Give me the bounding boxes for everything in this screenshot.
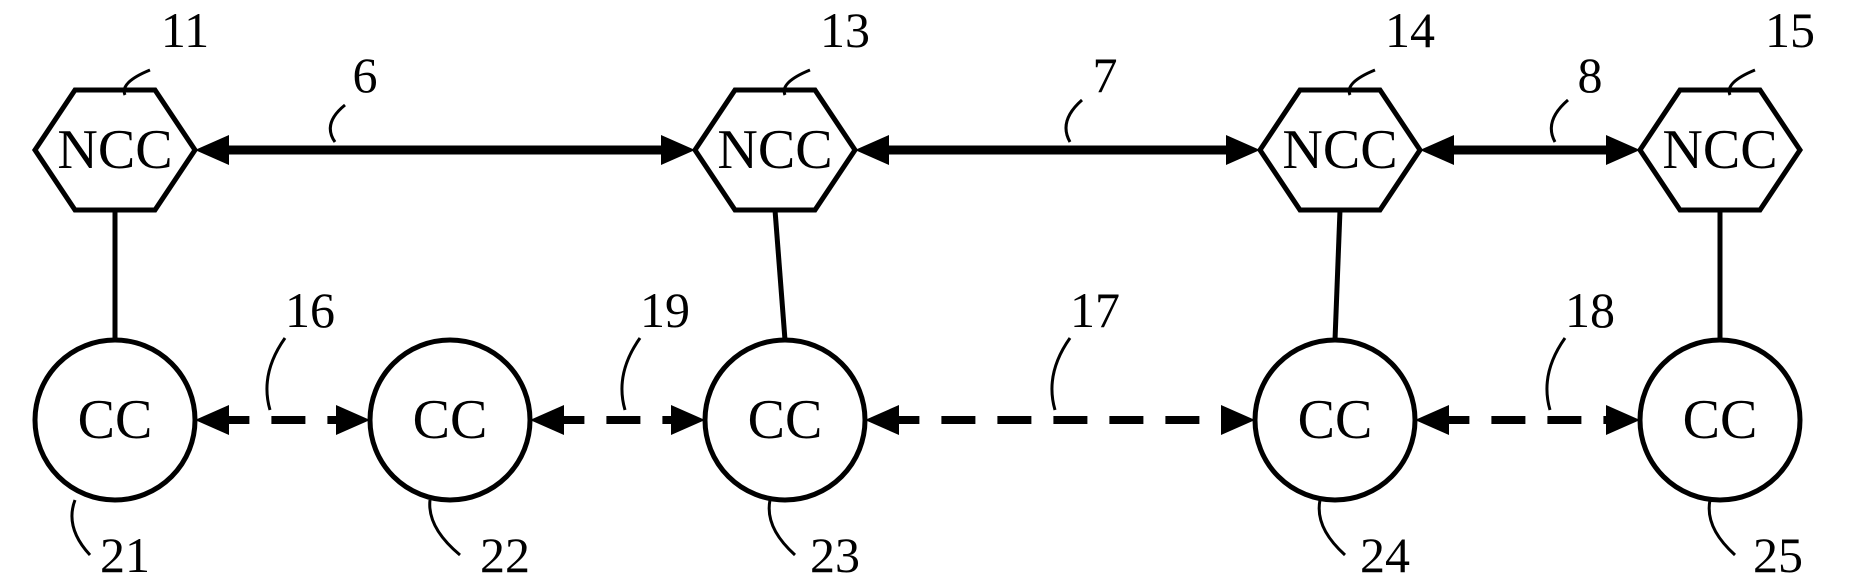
arrow-left-icon [530, 405, 564, 435]
leader-line [1551, 100, 1568, 142]
edge-number: 8 [1578, 47, 1603, 103]
arrow-right-icon [1221, 405, 1255, 435]
node-label: NCC [717, 119, 832, 181]
arrow-right-icon [1226, 135, 1260, 165]
leader-line [1547, 338, 1565, 410]
arrow-right-icon [671, 405, 705, 435]
network-diagram: 67816191718NCC11NCC13NCC14NCC15CC21CC22C… [0, 0, 1850, 576]
arrow-right-icon [336, 405, 370, 435]
arrow-left-icon [1420, 135, 1454, 165]
dashed-edge: 19 [530, 282, 705, 435]
node-label: CC [413, 389, 488, 451]
arrow-left-icon [195, 135, 229, 165]
arrow-left-icon [1415, 405, 1449, 435]
ncc-node: NCC 15 [1640, 2, 1815, 210]
arrow-left-icon [855, 135, 889, 165]
ncc-node: NCC 11 [35, 2, 209, 210]
leader-line [1319, 500, 1345, 555]
node-label: CC [748, 389, 823, 451]
edge-number: 17 [1070, 282, 1120, 338]
node-label: NCC [1282, 119, 1397, 181]
ncc-node: NCC 13 [695, 2, 870, 210]
arrow-left-icon [195, 405, 229, 435]
vertical-links [115, 210, 1720, 340]
arrow-right-icon [1606, 135, 1640, 165]
node-number: 11 [161, 2, 209, 58]
node-label: NCC [57, 119, 172, 181]
edge-number: 6 [353, 47, 378, 103]
edge-number: 7 [1093, 47, 1118, 103]
node-label: CC [1298, 389, 1373, 451]
leader-line [267, 338, 285, 410]
leader-line [769, 500, 795, 555]
node-number: 13 [820, 2, 870, 58]
cc-node: CC 23 [705, 340, 865, 576]
leader-line [1709, 500, 1735, 555]
node-number: 22 [480, 527, 530, 576]
leader-line [1066, 100, 1082, 142]
dashed-edge: 18 [1415, 282, 1640, 435]
node-number: 23 [810, 527, 860, 576]
ncc-node: NCC 14 [1260, 2, 1435, 210]
leader-line [622, 338, 640, 410]
leader-line [1052, 338, 1070, 410]
node-label: NCC [1662, 119, 1777, 181]
node-number: 24 [1360, 527, 1410, 576]
cc-node: CC 22 [370, 340, 530, 576]
node-number: 21 [100, 527, 150, 576]
leader-line [72, 500, 90, 555]
vertical-link [775, 210, 785, 340]
cc-node: CC 21 [35, 340, 195, 576]
node-label: CC [1683, 389, 1758, 451]
leader-line [330, 105, 345, 142]
node-number: 14 [1385, 2, 1435, 58]
node-number: 25 [1753, 527, 1803, 576]
solid-edge: 6 [195, 47, 695, 165]
node-number: 15 [1765, 2, 1815, 58]
node-label: CC [78, 389, 153, 451]
solid-edge: 8 [1420, 47, 1640, 165]
arrow-left-icon [865, 405, 899, 435]
edge-number: 19 [640, 282, 690, 338]
arrow-right-icon [661, 135, 695, 165]
cc-node: CC 24 [1255, 340, 1415, 576]
arrow-right-icon [1606, 405, 1640, 435]
edge-number: 18 [1565, 282, 1615, 338]
solid-edge: 7 [855, 47, 1260, 165]
edge-number: 16 [285, 282, 335, 338]
vertical-link [1335, 210, 1340, 340]
dashed-edge: 16 [195, 282, 370, 435]
leader-line [430, 500, 460, 555]
